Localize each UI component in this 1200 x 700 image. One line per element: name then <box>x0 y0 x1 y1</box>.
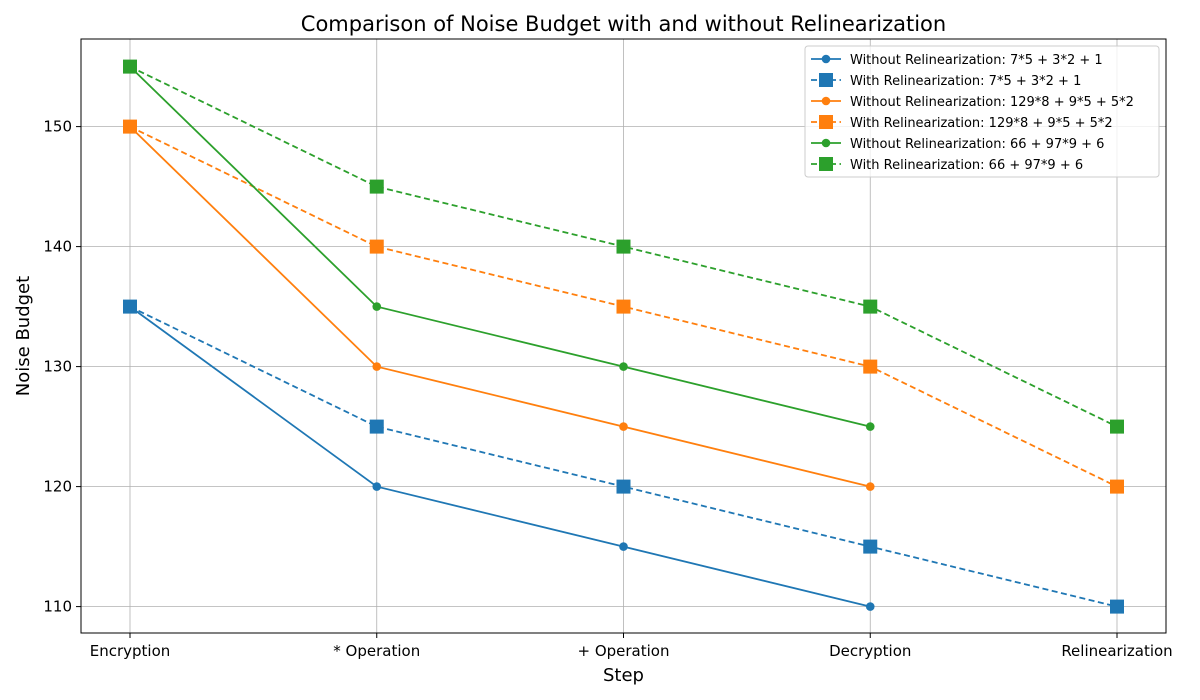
data-point <box>1110 479 1124 494</box>
legend-label: With Relinearization: 66 + 97*9 + 6 <box>850 158 1083 173</box>
legend-marker <box>819 157 833 171</box>
y-tick-label: 120 <box>43 478 72 496</box>
series-2 <box>123 299 1124 614</box>
x-tick-label: Relinearization <box>1061 642 1172 660</box>
legend-marker <box>821 138 831 148</box>
axis-ticks: Encryption * Operation + Operation Decrypti… <box>43 118 1172 660</box>
legend-marker <box>821 96 831 106</box>
data-point <box>372 302 382 311</box>
data-point <box>619 422 628 431</box>
data-point <box>619 542 628 551</box>
data-point <box>616 479 631 494</box>
data-point <box>123 119 137 134</box>
data-point <box>369 419 384 434</box>
legend-item: With Relinearization: 7*5 + 3*2 + 1 <box>811 73 1081 89</box>
data-point <box>369 239 384 254</box>
chart-title: Comparison of Noise Budget with and with… <box>301 12 946 36</box>
y-tick-label: 110 <box>43 598 72 616</box>
data-point <box>372 362 382 371</box>
series-4 <box>123 119 1124 494</box>
legend-label: Without Relinearization: 66 + 97*9 + 6 <box>850 137 1104 152</box>
legend-label: Without Relinearization: 129*8 + 9*5 + 5… <box>850 95 1134 110</box>
y-tick-label: 150 <box>43 118 72 136</box>
legend-marker <box>819 73 833 87</box>
data-point <box>865 602 875 611</box>
data-point <box>123 299 137 314</box>
legend-item: With Relinearization: 129*8 + 9*5 + 5*2 <box>811 115 1113 131</box>
data-point <box>1110 419 1124 434</box>
y-tick-label: 130 <box>43 358 72 376</box>
data-point <box>863 359 878 374</box>
series-group <box>123 59 1124 614</box>
legend-item: Without Relinearization: 66 + 97*9 + 6 <box>811 137 1104 152</box>
x-axis-title: Step <box>603 665 644 686</box>
series-line <box>129 125 871 488</box>
y-axis-title: Noise Budget <box>13 276 34 396</box>
x-tick-label: Encryption <box>90 642 171 660</box>
data-point <box>372 482 382 491</box>
series-line <box>129 65 871 428</box>
x-tick-label: Decryption <box>829 642 911 660</box>
data-point <box>616 299 631 314</box>
legend-box <box>804 45 1160 178</box>
data-point <box>369 179 384 194</box>
data-point <box>123 59 137 74</box>
series-6 <box>123 59 1124 434</box>
legend-label: With Relinearization: 129*8 + 9*5 + 5*2 <box>850 116 1113 131</box>
legend-marker <box>821 54 831 64</box>
data-point <box>619 362 628 371</box>
legend-item: Without Relinearization: 129*8 + 9*5 + 5… <box>811 95 1134 110</box>
series-1 <box>125 302 875 611</box>
data-point <box>865 482 875 491</box>
series-line <box>129 305 871 608</box>
data-point <box>865 422 875 431</box>
x-tick-label: * Operation <box>333 642 420 660</box>
data-point <box>863 539 878 554</box>
legend-item: With Relinearization: 66 + 97*9 + 6 <box>811 157 1083 173</box>
legend-label: With Relinearization: 7*5 + 3*2 + 1 <box>850 74 1081 89</box>
legend: Without Relinearization: 7*5 + 3*2 + 1 Wi… <box>804 45 1160 178</box>
y-tick-label: 140 <box>43 238 72 256</box>
legend-marker <box>819 115 833 129</box>
data-point <box>863 299 878 314</box>
data-point <box>616 239 631 254</box>
legend-label: Without Relinearization: 7*5 + 3*2 + 1 <box>850 53 1103 68</box>
x-tick-label: + Operation <box>578 642 670 660</box>
legend-item: Without Relinearization: 7*5 + 3*2 + 1 <box>811 53 1103 68</box>
data-point <box>1110 599 1124 614</box>
